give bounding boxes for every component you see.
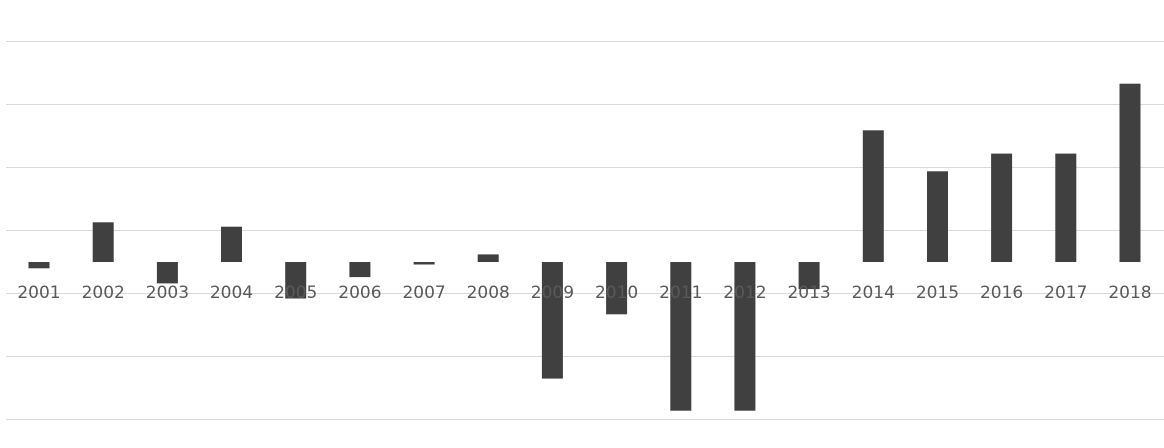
x-tick-label-2009: 2009 — [531, 283, 574, 303]
bar-2011 — [670, 262, 692, 411]
x-tick-label-2007: 2007 — [402, 283, 445, 303]
bar-2002 — [92, 222, 114, 262]
bar-2004 — [221, 226, 242, 262]
bar-2003 — [156, 262, 178, 284]
bar-2012 — [734, 262, 756, 411]
bar-2006 — [349, 262, 371, 278]
x-tick-label-2005: 2005 — [274, 283, 317, 303]
x-tick-label-2016: 2016 — [980, 283, 1023, 303]
x-tick-label-2008: 2008 — [467, 283, 510, 303]
x-tick-label-2002: 2002 — [82, 283, 125, 303]
bar-2013 — [798, 262, 820, 290]
bar-2009 — [541, 262, 563, 379]
bar-2015 — [927, 171, 948, 262]
x-tick-label-2018: 2018 — [1108, 283, 1151, 303]
bar-2005 — [285, 262, 307, 299]
bar-2016 — [991, 153, 1013, 262]
bars — [28, 83, 1141, 411]
x-tick-label-2004: 2004 — [210, 283, 253, 303]
x-tick-label-2012: 2012 — [723, 283, 766, 303]
bar-2018 — [1119, 83, 1141, 262]
x-tick-label-2017: 2017 — [1044, 283, 1087, 303]
x-tick-label-2006: 2006 — [338, 283, 381, 303]
x-tick-label-2014: 2014 — [852, 283, 895, 303]
bar-2008 — [477, 254, 499, 262]
bar-2010 — [606, 262, 628, 315]
bar-2007 — [413, 262, 435, 265]
x-tick-label-2013: 2013 — [787, 283, 830, 303]
x-tick-labels: 2001 2002 2003 2004 2005 2006 2007 2008 2009 2010… — [17, 283, 1151, 303]
bar-2001 — [28, 262, 50, 269]
x-tick-label-2001: 2001 — [17, 283, 60, 303]
bar-2014 — [862, 130, 884, 262]
gridlines — [6, 41, 1164, 420]
x-tick-label-2010: 2010 — [595, 283, 638, 303]
x-tick-label-2015: 2015 — [916, 283, 959, 303]
x-tick-label-2011: 2011 — [659, 283, 702, 303]
bar-2017 — [1055, 153, 1077, 262]
x-tick-label-2003: 2003 — [146, 283, 189, 303]
